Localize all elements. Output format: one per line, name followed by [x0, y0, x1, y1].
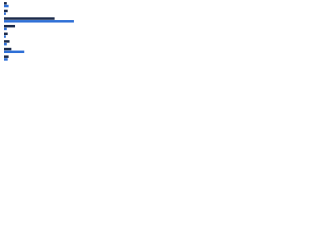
bar: [4, 27, 7, 31]
bar: [4, 50, 25, 54]
bar: [4, 40, 10, 43]
bar: [4, 24, 16, 28]
bar: [4, 55, 9, 58]
bar: [4, 32, 8, 36]
bar: [4, 12, 6, 15]
bar: [4, 35, 6, 38]
bar: [4, 4, 9, 8]
bar: [4, 58, 8, 61]
bar: [4, 42, 7, 46]
bar: [4, 2, 7, 5]
chart: [4, 2, 74, 61]
bar: [4, 9, 8, 13]
bar: [4, 20, 74, 23]
bar: [4, 47, 12, 51]
bar: [4, 17, 55, 20]
